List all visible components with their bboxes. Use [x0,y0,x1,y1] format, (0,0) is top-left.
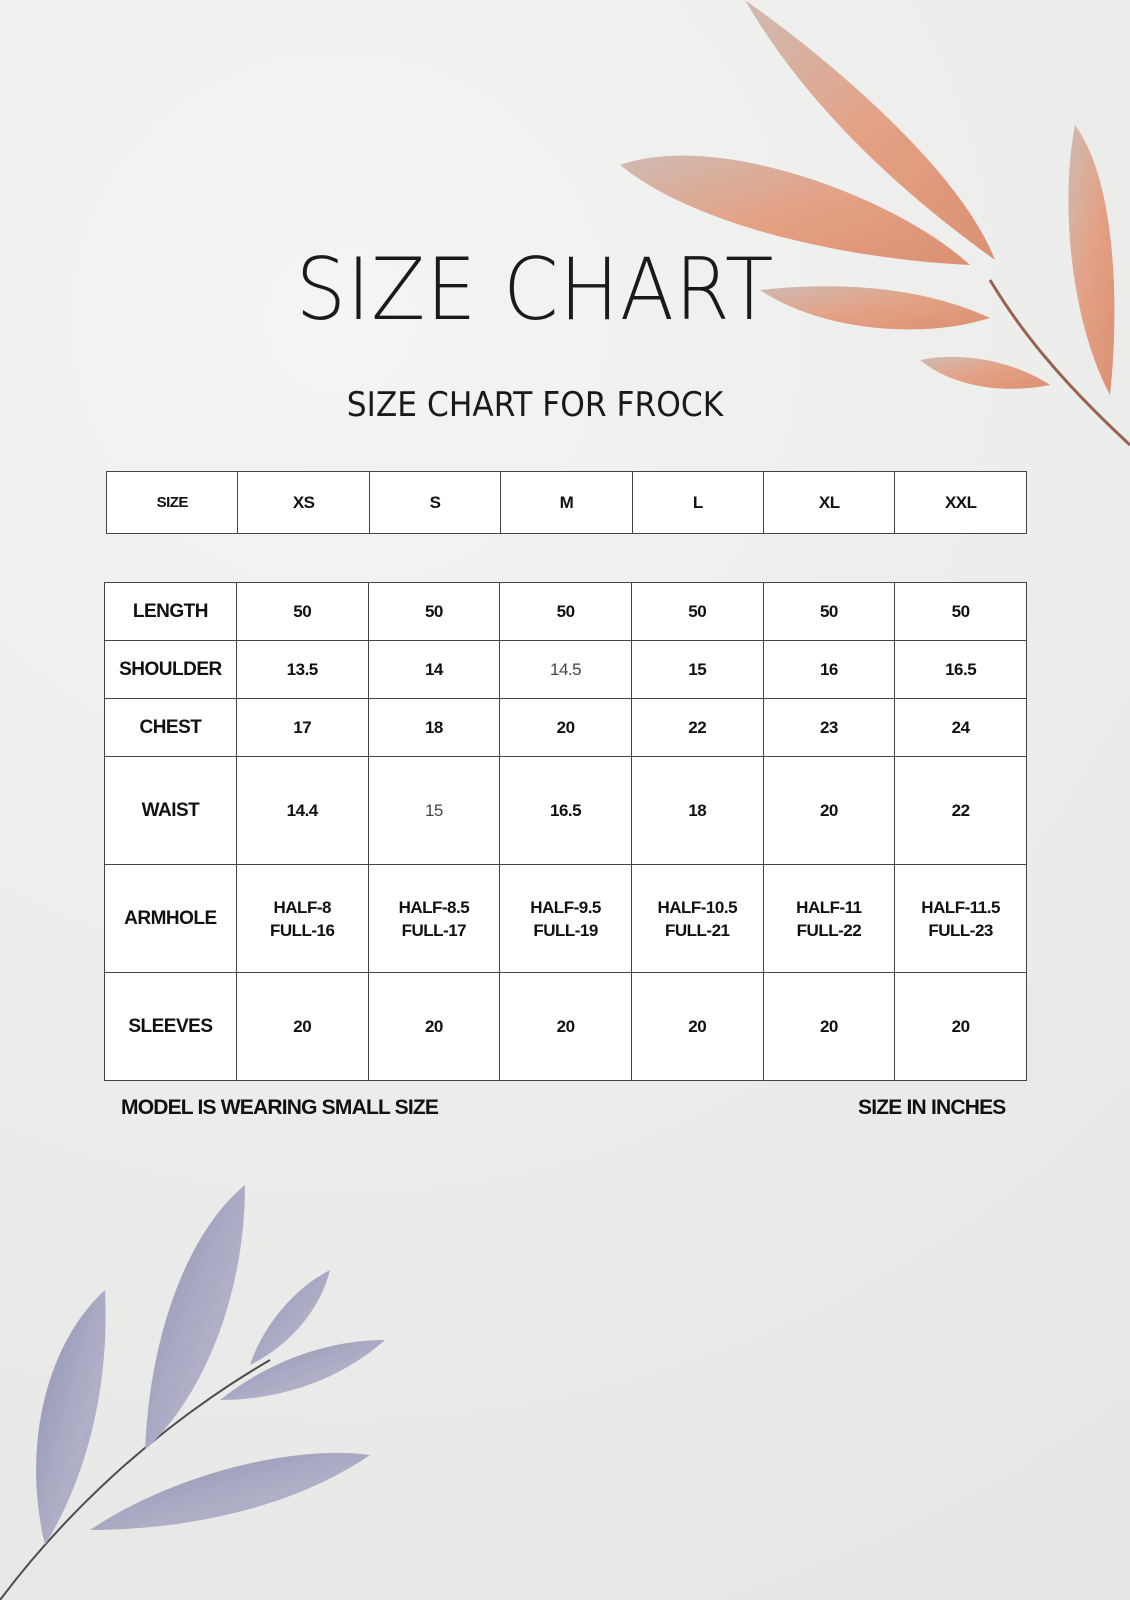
table-cell: HALF-10.5 FULL-21 [630,864,764,973]
cell-line: HALF-10.5 [657,897,738,917]
size-l: L [631,471,765,534]
table-cell: 20 [762,972,896,1081]
table-cell: HALF-9.5 FULL-19 [499,864,632,973]
cell-line: FULL-17 [401,920,467,940]
table-cell: 20 [630,972,764,1081]
size-xxl: XXL [894,471,1027,534]
model-note: MODEL IS WEARING SMALL SIZE [121,1096,439,1119]
row-label: SHOULDER [104,640,237,699]
table-cell: 16.5 [499,756,632,865]
size-xs: XS [237,471,370,534]
size-header-table: SIZE XS S M L XL XXL [105,471,1027,534]
table-cell: 15 [630,640,764,699]
table-cell: 14.5 [499,640,632,699]
cell-line: FULL-23 [928,920,993,940]
table-cell: 15 [367,756,501,865]
page-subtitle: SIZE CHART FOR FROCK [346,385,724,425]
table-cell: 22 [894,756,1027,865]
table-cell: 50 [367,582,501,641]
cell-line: HALF-8 [273,897,332,917]
table-cell: 18 [367,698,501,757]
header-label: SIZE [105,471,239,534]
table-row: ARMHOLE HALF-8 FULL-16 HALF-8.5 FULL-17 HALF-… [104,864,1027,973]
table-cell: 20 [235,972,369,1081]
size-s: S [368,471,502,534]
bottom-left-leaf-branch [0,1185,385,1600]
table-cell: 17 [235,698,369,757]
table-row: WAIST 14.4 15 16.5 18 20 22 [104,756,1027,865]
cell-line: HALF-11.5 [921,897,1000,917]
table-cell: 50 [762,582,896,641]
table-cell: HALF-8 FULL-16 [235,864,369,973]
table-row: SLEEVES 20 20 20 20 20 20 [104,972,1027,1081]
units-note: SIZE IN INCHES [858,1096,1006,1119]
table-cell: 20 [894,972,1027,1081]
header-row: SIZE XS S M L XL XXL [105,471,1027,534]
table-row: CHEST 17 18 20 22 23 24 [104,698,1027,757]
table-cell: 13.5 [235,640,369,699]
table-cell: 50 [499,582,632,641]
row-label: CHEST [104,698,237,757]
table-cell: 20 [499,972,632,1081]
table-row: LENGTH 50 50 50 50 50 50 [104,582,1027,641]
table-cell: 23 [762,698,896,757]
table-cell: 50 [894,582,1027,641]
size-m: M [500,471,633,534]
table-cell: 20 [367,972,501,1081]
table-cell: 18 [630,756,764,865]
page-title: SIZE CHART [295,240,775,340]
table-cell: HALF-8.5 FULL-17 [367,864,501,973]
row-label: SLEEVES [104,972,237,1081]
table-cell: HALF-11.5 FULL-23 [894,864,1027,973]
table-cell: 14.4 [235,756,369,865]
measurement-table: LENGTH 50 50 50 50 50 50 SHOULDER 13.5 14 14.5 15 16… [104,582,1027,1081]
cell-line: HALF-8.5 [398,897,470,917]
table-cell: 50 [235,582,369,641]
cell-line: HALF-9.5 [530,897,601,917]
table-cell: 24 [894,698,1027,757]
row-label: WAIST [104,756,237,865]
size-xl: XL [763,471,896,534]
table-cell: 16 [762,640,896,699]
table-cell: 16.5 [894,640,1027,699]
cell-line: HALF-11 [796,897,862,917]
table-cell: 50 [630,582,764,641]
table-cell: 20 [499,698,632,757]
row-label: ARMHOLE [104,864,237,973]
table-cell: 22 [630,698,764,757]
cell-line: FULL-21 [664,920,730,940]
cell-line: FULL-16 [269,920,335,940]
table-cell: HALF-11 FULL-22 [762,864,896,973]
cell-line: FULL-19 [533,920,598,940]
table-cell: 20 [762,756,896,865]
top-right-leaf-branch [620,0,1130,447]
row-label: LENGTH [104,582,237,641]
table-cell: 14 [367,640,501,699]
cell-line: FULL-22 [796,920,862,940]
table-row: SHOULDER 13.5 14 14.5 15 16 16.5 [104,640,1027,699]
